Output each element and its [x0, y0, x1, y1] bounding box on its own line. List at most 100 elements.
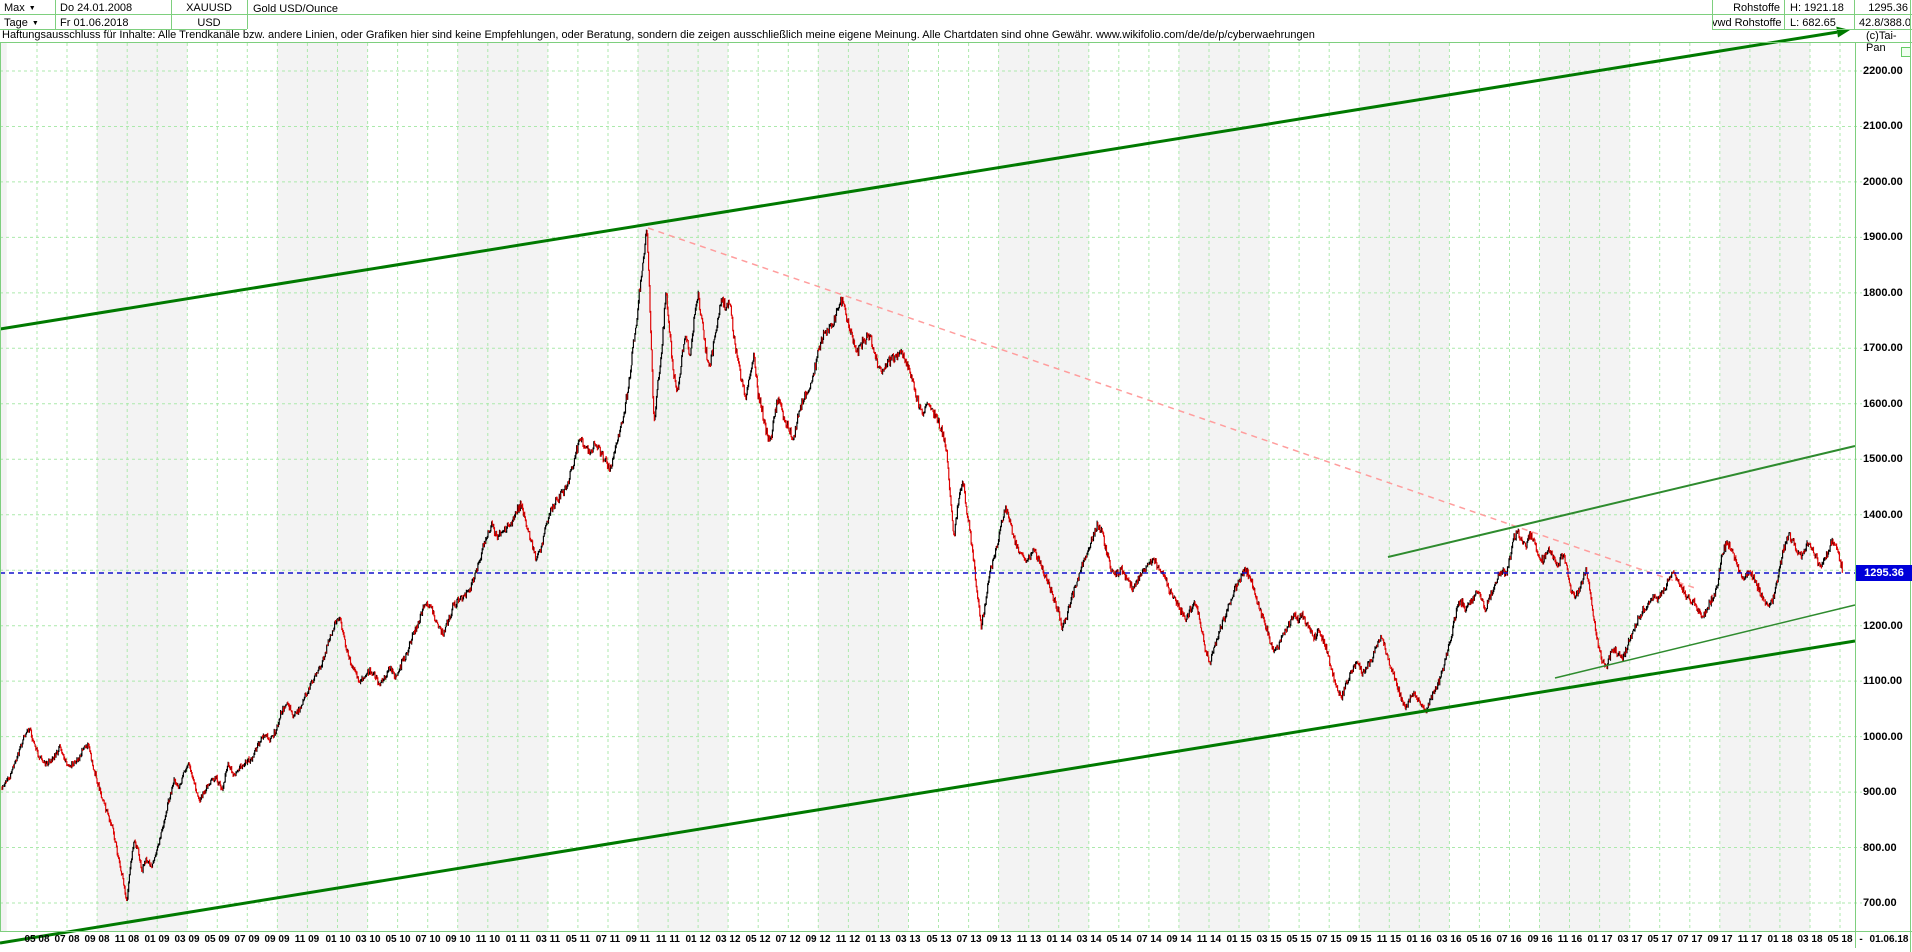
header-divider — [1784, 0, 1785, 29]
header-divider — [1712, 29, 1912, 30]
x-axis-tick-label: 05 13 — [926, 934, 952, 945]
downtrend-from-peak — [647, 227, 1696, 589]
x-axis-tick-label: 09 17 — [1707, 934, 1733, 945]
date-from: Do 24.01.2008 — [60, 2, 133, 14]
y-axis-tick-label: 2000.00 — [1863, 176, 1903, 188]
x-axis-tick-label: 05 17 — [1647, 934, 1673, 945]
x-axis-tick-label: 03 14 — [1076, 934, 1102, 945]
x-axis-tick-label: 05 09 — [204, 934, 230, 945]
y-axis-tick-label: 1100.00 — [1863, 675, 1903, 687]
x-axis-tick-label: 09 08 — [84, 934, 110, 945]
chart-border-right — [1910, 0, 1911, 952]
x-axis-tick-label: 01 11 — [505, 934, 531, 945]
last-price-badge: 1295.36 — [1856, 565, 1912, 581]
copyright-label: (c)Tai-Pan — [1866, 30, 1897, 54]
x-axis-tick-label: 09 10 — [445, 934, 471, 945]
x-axis-tick-label: 05 18 — [1827, 934, 1853, 945]
x-axis-tick-label: 07 17 — [1677, 934, 1703, 945]
x-axis-tick-label: 01 18 — [1767, 934, 1793, 945]
x-axis-tick-label: 11 08 — [114, 934, 140, 945]
x-axis-tick-label: 07 15 — [1316, 934, 1342, 945]
header-divider — [55, 0, 56, 29]
x-axis-tick-label: 11 17 — [1737, 934, 1763, 945]
x-axis-tick-label: 11 12 — [835, 934, 861, 945]
chart-border-left — [0, 42, 1, 931]
y-axis-tick-label: 800.00 — [1863, 842, 1897, 854]
price-axis-line — [1855, 42, 1856, 948]
instrument-name: Gold USD/Ounce — [253, 3, 338, 15]
y-axis-tick-label: 2200.00 — [1863, 65, 1903, 77]
x-axis-tick-label: 03 11 — [535, 934, 561, 945]
symbol: XAUUSD — [186, 2, 232, 14]
x-axis-tick-label: 05 15 — [1286, 934, 1312, 945]
x-axis-tick-label: 07 10 — [415, 934, 441, 945]
y-axis-tick-label: 1700.00 — [1863, 342, 1903, 354]
inner-uptrend-lower[interactable] — [1554, 604, 1856, 679]
x-axis-tick-label: 05 10 — [385, 934, 411, 945]
x-axis-tick-label: 11 11 — [656, 934, 680, 945]
disclaimer-text: Haftungsausschluss für Inhalte: Alle Tre… — [2, 29, 1315, 41]
x-axis-tick-label: 03 10 — [355, 934, 381, 945]
x-axis-tick-label: 03 12 — [715, 934, 741, 945]
x-axis-tick-label: 01 15 — [1226, 934, 1252, 945]
x-axis-tick-label: 01.06.18 — [1869, 934, 1909, 945]
x-axis-tick-label: 01 12 — [685, 934, 711, 945]
candlestick-series — [1, 229, 1843, 901]
x-axis-tick-label: 11 16 — [1557, 934, 1583, 945]
header-divider — [0, 29, 247, 30]
x-axis-tick-label: 11 13 — [1016, 934, 1042, 945]
x-axis-tick-label: 11 09 — [294, 934, 320, 945]
source-name: Rohstoffe — [1733, 2, 1780, 14]
inner-uptrend-upper[interactable] — [1387, 445, 1856, 558]
y-axis-tick-label: 1400.00 — [1863, 509, 1903, 521]
x-axis-tick-label: 09 15 — [1346, 934, 1372, 945]
x-axis-tick-label: 07 09 — [234, 934, 260, 945]
header-divider — [1854, 0, 1855, 29]
x-axis-tick-label: 09 09 — [264, 934, 290, 945]
x-axis-tick-label: 01 16 — [1406, 934, 1432, 945]
x-axis-tick-label: - — [1859, 934, 1863, 945]
last-price: 1295.36 — [1868, 2, 1908, 14]
timeframe-selector[interactable]: Tage ▼ — [4, 16, 52, 31]
x-axis-tick-label: 01 13 — [865, 934, 891, 945]
header-divider — [171, 0, 172, 29]
range-selector-label: Max — [4, 2, 25, 14]
x-axis-tick-label: 07 12 — [775, 934, 801, 945]
y-axis-tick-label: 1600.00 — [1863, 398, 1903, 410]
y-axis-tick-label: 1800.00 — [1863, 287, 1903, 299]
x-axis-tick-label: 03 13 — [895, 934, 921, 945]
x-axis-tick-label: 07 11 — [595, 934, 621, 945]
x-axis-tick-label: 07 08 — [54, 934, 80, 945]
x-axis-tick-label: 07 16 — [1496, 934, 1522, 945]
x-axis-tick-label: 05 12 — [745, 934, 771, 945]
x-axis-tick-label: 03 15 — [1256, 934, 1282, 945]
chart-border-bottom — [0, 931, 1912, 932]
timeframe-selector-label: Tage — [4, 17, 28, 29]
currency: USD — [197, 17, 221, 29]
x-axis-tick-label: 11 10 — [475, 934, 501, 945]
x-axis-tick-label: 03 09 — [174, 934, 200, 945]
y-axis-tick-label: 2100.00 — [1863, 120, 1903, 132]
x-axis-tick-label: 11 14 — [1196, 934, 1222, 945]
upper-channel-line[interactable] — [0, 30, 1838, 331]
x-axis-tick-label: 09 14 — [1166, 934, 1192, 945]
range-selector[interactable]: Max ▼ — [4, 1, 52, 16]
chart-border-top — [0, 42, 1912, 43]
x-axis-tick-label: 07 14 — [1136, 934, 1162, 945]
x-axis-tick-label: 03 16 — [1436, 934, 1462, 945]
x-axis-tick-label: 03 17 — [1617, 934, 1643, 945]
x-axis-tick-label: 03 18 — [1797, 934, 1823, 945]
chevron-down-icon: ▼ — [28, 5, 36, 12]
source-provider: vwd Rohstoffe — [1712, 17, 1782, 29]
y-axis-tick-label: 700.00 — [1863, 897, 1897, 909]
y-axis-tick-label: 1500.00 — [1863, 453, 1903, 465]
x-axis-tick-label: 07 13 — [956, 934, 982, 945]
period-high: H: 1921.18 — [1790, 2, 1844, 14]
header-divider — [247, 0, 248, 29]
x-axis-tick-label: 01 10 — [325, 934, 351, 945]
lower-channel-line[interactable] — [0, 639, 1856, 945]
x-axis-tick-label: 01 17 — [1587, 934, 1613, 945]
x-axis-tick-label: 09 16 — [1527, 934, 1553, 945]
